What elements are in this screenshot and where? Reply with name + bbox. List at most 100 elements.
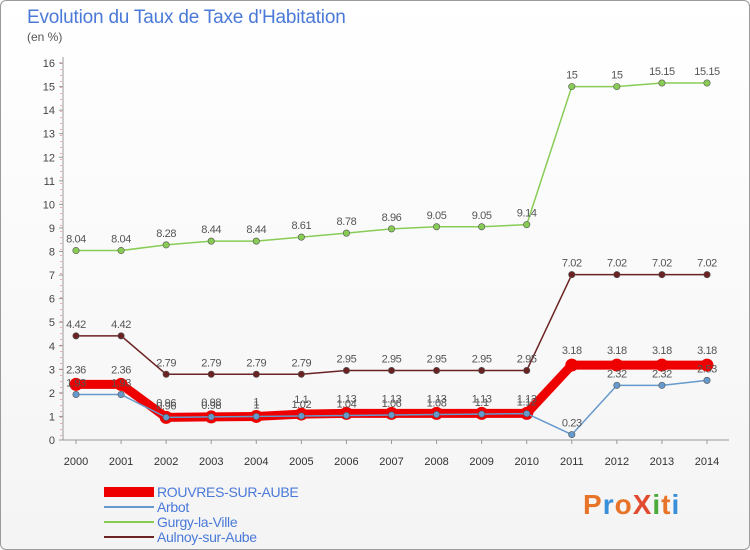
data-label: 8.04 — [111, 234, 131, 246]
data-label: 3.18 — [697, 345, 717, 357]
data-label: 2.36 — [111, 364, 131, 376]
data-label: 3.18 — [652, 345, 672, 357]
data-point — [252, 370, 260, 378]
y-tick-label: 12 — [43, 152, 55, 164]
data-point — [297, 233, 305, 241]
x-tick-label: 2014 — [695, 456, 719, 468]
data-label: 0.96 — [156, 397, 176, 409]
data-label: 2.79 — [291, 357, 311, 369]
data-point — [523, 410, 531, 418]
x-tick-label: 2013 — [650, 456, 674, 468]
x-tick-label: 2001 — [109, 456, 133, 468]
data-point — [523, 366, 531, 374]
data-label: 7.02 — [562, 258, 582, 270]
legend-label-rouvres: ROUVRES-SUR-AUBE — [157, 484, 299, 500]
legend-swatch-rouvres — [104, 487, 154, 497]
legend-swatch-arbot — [104, 506, 154, 508]
data-label: 1.13 — [427, 393, 447, 405]
data-label: 1.93 — [111, 378, 131, 390]
data-point — [658, 271, 666, 279]
data-point — [568, 431, 576, 439]
data-point — [433, 366, 441, 374]
data-point — [162, 241, 170, 249]
legend-swatch-aulnoy — [104, 536, 154, 538]
data-label: 1.13 — [382, 393, 402, 405]
data-point — [117, 391, 125, 399]
data-label: 8.44 — [246, 224, 266, 236]
y-tick-label: 14 — [43, 105, 55, 117]
data-point — [478, 366, 486, 374]
data-point — [387, 225, 395, 233]
y-tick-label: 8 — [49, 247, 55, 259]
y-tick-label: 11 — [44, 176, 55, 188]
data-point — [117, 332, 125, 340]
y-tick-label: 10 — [43, 199, 55, 211]
data-label: 2.95 — [382, 353, 402, 365]
data-point — [162, 413, 170, 421]
data-label: 2.79 — [246, 357, 266, 369]
data-label: 0.96 — [156, 400, 176, 412]
data-label: 2.79 — [156, 357, 176, 369]
data-point — [658, 381, 666, 389]
data-point — [658, 79, 666, 87]
data-label: 1.93 — [66, 378, 86, 390]
data-label: 15.15 — [649, 66, 675, 78]
logo-letter: i — [671, 489, 681, 520]
x-tick-label: 2008 — [424, 456, 448, 468]
x-tick-label: 2006 — [334, 456, 358, 468]
x-tick-label: 2009 — [469, 456, 493, 468]
x-tick-label: 2011 — [560, 456, 584, 468]
data-point — [703, 376, 711, 384]
data-point — [387, 411, 395, 419]
data-point — [342, 411, 350, 419]
data-point — [433, 223, 441, 231]
data-point — [478, 223, 486, 231]
data-label: 2.32 — [607, 368, 627, 380]
data-point — [700, 358, 714, 372]
x-tick-label: 2010 — [514, 456, 538, 468]
data-point — [613, 271, 621, 279]
data-label: 2.95 — [427, 353, 447, 365]
data-point — [207, 237, 215, 245]
data-point — [69, 377, 83, 391]
data-point — [568, 83, 576, 91]
data-point — [297, 370, 305, 378]
logo-letter: o — [614, 489, 633, 520]
y-tick-label: 13 — [43, 129, 55, 141]
data-label: 1.13 — [517, 393, 537, 405]
data-point — [568, 271, 576, 279]
data-label: 4.42 — [111, 319, 131, 331]
data-label: 1.1 — [294, 394, 308, 406]
data-label: 0.23 — [562, 418, 582, 430]
legend-label-arbot: Arbot — [157, 499, 189, 515]
y-tick-label: 7 — [49, 270, 55, 282]
data-label: 1.04 — [337, 398, 357, 410]
data-label: 1.06 — [382, 398, 402, 410]
data-label: 15 — [566, 70, 578, 82]
x-tick-label: 2012 — [605, 456, 629, 468]
logo-letter: r — [602, 489, 615, 520]
logo-letter: P — [583, 489, 603, 520]
y-tick-label: 16 — [43, 58, 55, 70]
data-label: 2.36 — [66, 364, 86, 376]
data-label: 8.04 — [66, 234, 86, 246]
data-label: 7.02 — [652, 258, 672, 270]
data-label: 9.05 — [427, 210, 447, 222]
data-label: 3.18 — [562, 345, 582, 357]
x-tick-label: 2002 — [154, 456, 178, 468]
data-point — [207, 413, 215, 421]
data-point — [655, 358, 669, 372]
data-point — [565, 358, 579, 372]
data-label: 15.15 — [694, 66, 720, 78]
y-tick-label: 9 — [49, 223, 55, 235]
legend-swatch-gurgy — [104, 521, 154, 523]
data-point — [342, 229, 350, 237]
data-label: 2.95 — [472, 353, 492, 365]
data-label: 1.02 — [291, 399, 311, 411]
data-point — [117, 247, 125, 255]
y-tick-label: 5 — [49, 317, 55, 329]
data-label: 1 — [253, 399, 259, 411]
data-label: 2.79 — [201, 357, 221, 369]
